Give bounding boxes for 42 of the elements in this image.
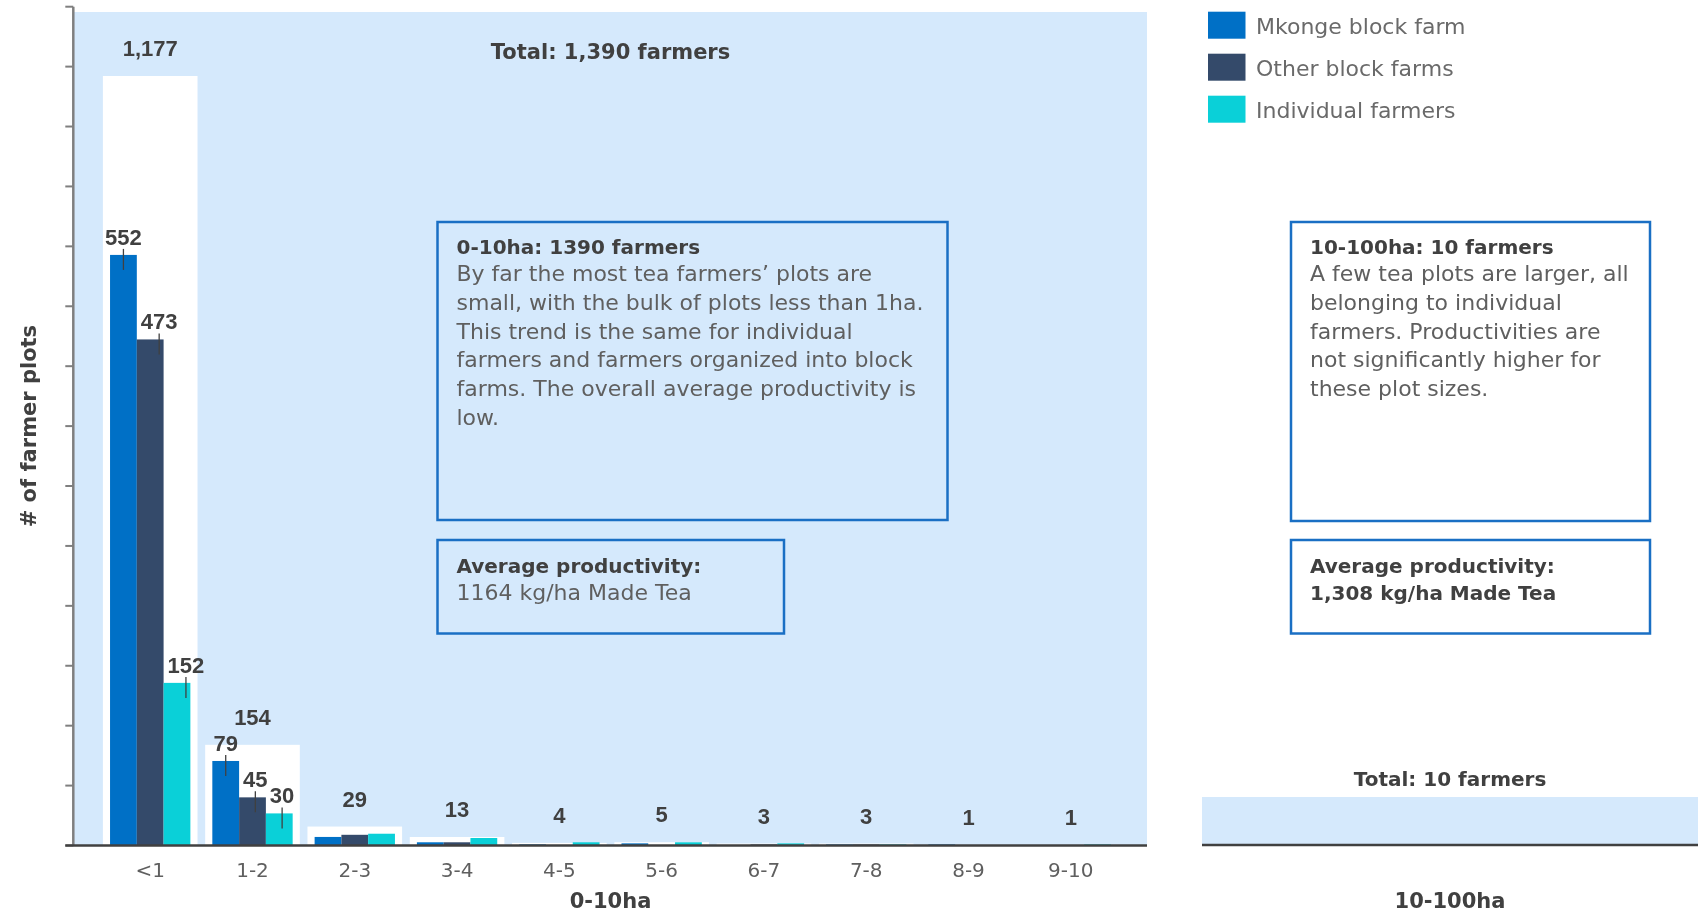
x-tick-label: 9-10 [1048,858,1094,882]
data-label: 1 [1064,804,1077,830]
text: 1,308 kg/ha Made Tea [1310,581,1557,605]
annotation: By far the most tea farmers’ plots are small, with the bulk of plots less than 1ha. This trend is the same for individual farmers and farmers organized into block farms. The overall average productivity is low. [455,261,924,430]
annotation: Average productivity: [456,554,702,578]
x-tick-label: 3-4 [440,858,474,882]
data-label: 1 [962,804,975,830]
text: 10-100ha: 10 farmers [1310,235,1554,259]
data-label: 5 [655,802,668,828]
x-tick-label: 1-2 [236,858,269,882]
text: Total: 1,390 farmers [490,40,731,64]
legend-label: Mkonge block farm [1256,13,1466,39]
y-axis-title: # of farmer plots [17,324,41,528]
data-label: 154 [234,704,272,730]
legend-label: Individual farmers [1256,97,1456,123]
data-label: 30 [269,783,295,809]
data-label: 45 [243,767,268,793]
data-label: 3 [860,803,873,829]
data-label: 4 [553,802,567,828]
x-tick-label: 7-8 [849,858,883,882]
data-label: 152 [167,652,205,678]
annotation: 1164 kg/ha Made Tea [456,580,692,605]
x-tick-label: <1 [135,858,165,882]
x-tick-label: 8-9 [952,858,985,882]
data-label: 3 [757,803,771,829]
data-label: 552 [105,224,142,250]
data-label: 79 [213,730,238,756]
x-tick-label: 6-7 [747,858,781,882]
x-axis-title: 0-10ha [569,889,652,913]
annotation: 0-10ha: 1390 farmers [456,235,701,259]
text: Total: 10 farmers [1353,767,1547,791]
data-label: 1,177 [122,36,178,61]
data-label: 473 [140,309,178,335]
legend-label: Other block farms [1256,55,1454,81]
x-tick-label: 5-6 [645,858,678,882]
text: Average productivity: [1310,554,1555,578]
x-tick-label: 2-3 [338,858,372,882]
data-label: 29 [342,786,368,812]
text: A few tea plots are larger, all belonging to individual farmers. Productivities are not significantly higher for these plot sizes. [1310,261,1629,402]
data-label: 13 [444,797,470,822]
x-tick-label: 4-5 [543,858,576,882]
text: 10-100ha [1394,889,1506,913]
